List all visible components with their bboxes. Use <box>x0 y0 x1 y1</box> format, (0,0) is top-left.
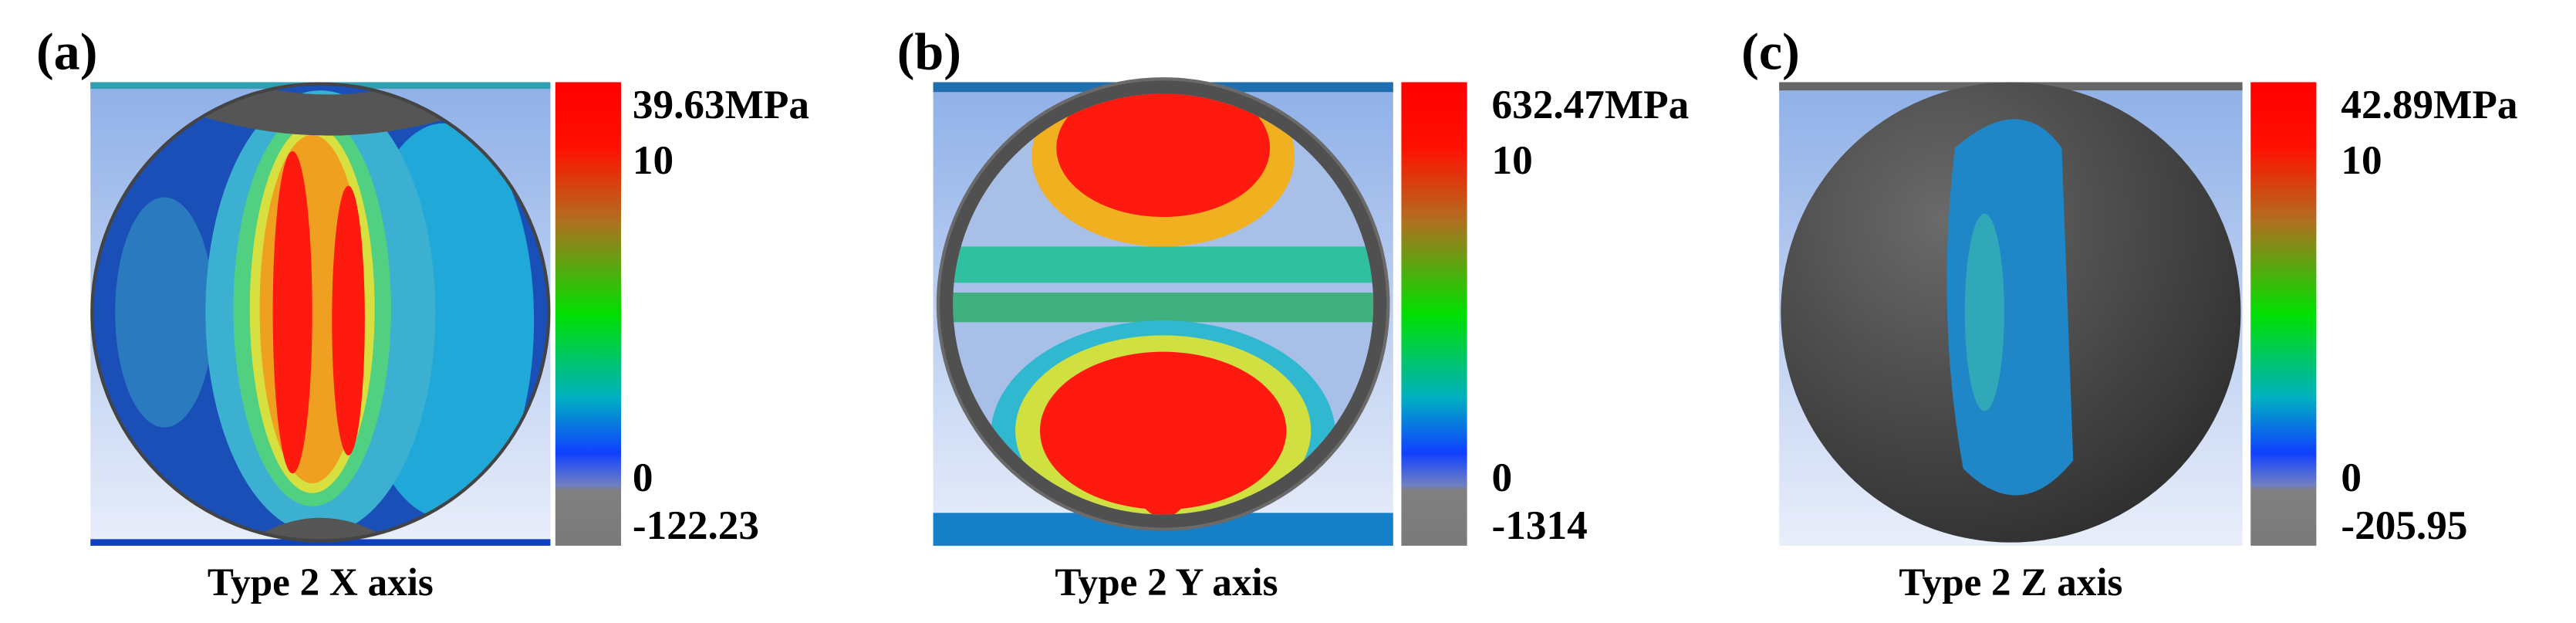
panel-label: (b) <box>897 22 961 80</box>
caption: Type 2 Z axis <box>1899 560 2122 604</box>
colorbar-tick: 10 <box>2341 137 2382 183</box>
panel-a: (a) 39.63MPa 10 0 -122.23 Type 2 X axis <box>36 22 809 604</box>
stress-contour <box>953 93 1374 515</box>
colorbar <box>555 82 622 546</box>
colorbar-tick: 0 <box>633 455 653 500</box>
stress-contour <box>92 83 549 541</box>
colorbar <box>1401 82 1467 546</box>
colorbar-min: -122.23 <box>633 503 759 548</box>
colorbar-max: 39.63MPa <box>633 82 809 127</box>
panel-label: (c) <box>1741 22 1800 80</box>
colorbar-tick: 0 <box>1492 455 1513 500</box>
colorbar-max: 632.47MPa <box>1492 82 1690 127</box>
colorbar-tick: 10 <box>1492 137 1533 183</box>
colorbar-min: -205.95 <box>2341 503 2467 548</box>
colorbar-max: 42.89MPa <box>2341 82 2517 127</box>
caption: Type 2 X axis <box>208 560 434 604</box>
colorbar-min: -1314 <box>1492 503 1588 548</box>
colorbar-tick: 0 <box>2341 455 2362 500</box>
panel-b: (b) 632.47MPa 10 0 -1314 Type 2 Y axis <box>897 22 1690 604</box>
panel-c: (c) 42.89MPa 10 0 -205.95 Type 2 Z axis <box>1741 22 2517 604</box>
panel-label: (a) <box>36 22 97 80</box>
colorbar <box>2250 82 2317 546</box>
caption: Type 2 Y axis <box>1055 560 1278 604</box>
colorbar-tick: 10 <box>633 137 674 183</box>
